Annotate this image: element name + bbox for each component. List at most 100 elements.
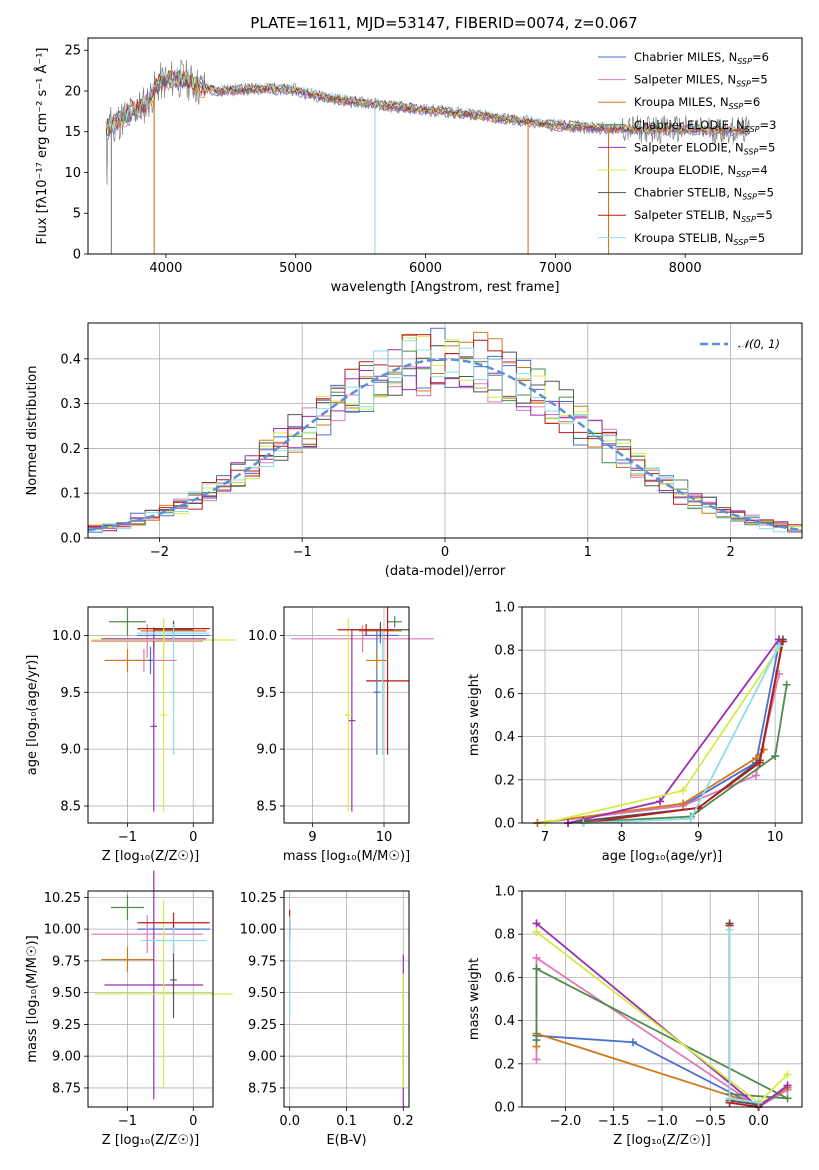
data-point bbox=[162, 993, 165, 995]
spectrum-ytick-label: 0 bbox=[73, 248, 81, 263]
residual-histogram-step bbox=[88, 335, 802, 528]
weight-point-marker bbox=[783, 1070, 792, 1079]
spectrum-ytick-label: 20 bbox=[64, 84, 81, 99]
age-vs-Z-ytick-label: 9.0 bbox=[60, 743, 81, 758]
weight-point-marker bbox=[774, 641, 783, 650]
weight-vs-age-xtick-label: 7 bbox=[541, 830, 549, 845]
weight-vs-Z-ylabel: mass weight bbox=[467, 958, 482, 1040]
data-point bbox=[381, 691, 384, 694]
data-point bbox=[126, 659, 129, 662]
mass-vs-ebv-xtick-label: 0.2 bbox=[393, 1114, 414, 1129]
mass-vs-ebv-ytick-label: 9.25 bbox=[248, 1018, 277, 1033]
weight-point-marker bbox=[532, 919, 541, 928]
age-vs-Z-xlabel: Z [log₁₀(Z/Z☉)] bbox=[102, 849, 199, 864]
data-point bbox=[365, 628, 367, 631]
weight-point-marker bbox=[751, 771, 760, 780]
mass-vs-Z-ytick-label: 10.25 bbox=[44, 891, 81, 906]
residual-hist-xtick-label: 0 bbox=[441, 545, 449, 560]
mass-vs-Z-ytick-label: 10.00 bbox=[44, 923, 81, 938]
age-vs-mass-xlabel: mass [log₁₀(M/M☉)] bbox=[283, 849, 410, 864]
spectrum-xtick-label: 4000 bbox=[149, 261, 182, 276]
age-vs-mass-ytick-label: 9.0 bbox=[256, 743, 277, 758]
weight-point-marker bbox=[778, 637, 787, 646]
data-point bbox=[126, 906, 129, 909]
weight-vs-age-ytick-label: 0.4 bbox=[494, 730, 515, 745]
mass-vs-ebv-ytick-label: 9.00 bbox=[248, 1050, 277, 1065]
age-vs-mass-xtick-label: 10 bbox=[376, 830, 393, 845]
mass-vs-Z-frame bbox=[87, 890, 214, 1108]
age-vs-mass-ytick-label: 8.5 bbox=[256, 799, 277, 814]
spectrum-xtick-label: 5000 bbox=[279, 261, 312, 276]
weight-vs-Z-ytick-label: 0.8 bbox=[494, 928, 515, 943]
mass-vs-ebv-ytick-label: 10.25 bbox=[240, 891, 277, 906]
legend-label: Chabrier MILES, NSSP=6 bbox=[634, 50, 769, 66]
legend-label: Kroupa MILES, NSSP=6 bbox=[634, 95, 760, 111]
spectrum-legend: Chabrier MILES, NSSP=6 Salpeter MILES, NS… bbox=[598, 50, 776, 247]
residual-hist-ytick-label: 0.4 bbox=[60, 352, 81, 367]
weight-point-marker bbox=[725, 1094, 734, 1103]
age-vs-mass-xtick-label: 9 bbox=[308, 830, 316, 845]
mass-vs-Z-xlabel: Z [log₁₀(Z/Z☉)] bbox=[102, 1133, 199, 1148]
weight-vs-age-ytick-label: 1.0 bbox=[494, 601, 515, 616]
weight-series-line bbox=[535, 967, 788, 1100]
spectrum-plot bbox=[105, 59, 750, 254]
weight-point-marker bbox=[656, 797, 665, 806]
residual-hist-xtick-label: 2 bbox=[726, 545, 734, 560]
data-point bbox=[351, 719, 353, 722]
gaussian-curve bbox=[87, 358, 803, 532]
weight-point-marker bbox=[686, 814, 695, 823]
data-point bbox=[288, 966, 291, 969]
data-point bbox=[376, 659, 378, 662]
weight-point-marker bbox=[679, 786, 688, 795]
residual-hist-ytick-label: 0.2 bbox=[60, 442, 81, 457]
mass-vs-ebv-ytick-label: 10.00 bbox=[240, 923, 277, 938]
weight-point-marker bbox=[679, 799, 688, 808]
mass-vs-ebv-ytick-label: 8.75 bbox=[248, 1081, 277, 1096]
mass-vs-Z-ytick-label: 9.50 bbox=[52, 986, 81, 1001]
mass-vs-Z-xtick-label: 0 bbox=[189, 1114, 197, 1129]
age-vs-mass-axes: 9 10 8.5 9.0 9.5 10.0 mass [log₁₀(M/M☉)] bbox=[248, 607, 434, 864]
legend-label: Kroupa STELIB, NSSP=5 bbox=[634, 231, 765, 247]
age-vs-Z-axes: −1 0 8.5 9.0 9.5 10.0 Z [log₁₀(Z/Z☉)] age [log₁… bbox=[25, 607, 237, 864]
spectrum-xtick-label: 8000 bbox=[669, 261, 702, 276]
weight-vs-Z-xtick-label: 0.0 bbox=[748, 1114, 769, 1129]
weight-point-marker bbox=[754, 1098, 763, 1107]
weight-vs-Z-ytick-label: 0.2 bbox=[494, 1057, 515, 1072]
residual-hist-ytick-label: 0.3 bbox=[60, 397, 81, 412]
spectrum-xtick-label: 7000 bbox=[539, 261, 572, 276]
data-point bbox=[361, 638, 364, 640]
weight-point-marker bbox=[532, 1036, 541, 1045]
legend-label: Salpeter ELODIE, NSSP=5 bbox=[634, 140, 775, 156]
age-vs-Z-frame bbox=[87, 606, 214, 824]
mass-vs-Z-ylabel: mass [log₁₀(M/M☉)] bbox=[25, 935, 40, 1062]
weight-vs-age-xtick-label: 9 bbox=[694, 830, 702, 845]
residual-hist-ytick-label: 0.0 bbox=[60, 532, 81, 547]
residual-hist-xtick-label: 1 bbox=[584, 545, 592, 560]
legend-label: Salpeter MILES, NSSP=5 bbox=[634, 73, 768, 89]
data-point bbox=[172, 979, 175, 981]
mass-vs-Z-ytick-label: 8.75 bbox=[52, 1081, 81, 1096]
legend-label: 𝒩(0, 1) bbox=[738, 337, 780, 351]
residual-hist-axes: −2 −1 0 1 2 0.0 0.1 0.2 0.3 0.4 (data-model)/error… bbox=[25, 323, 803, 579]
mass-vs-ebv-xtick-label: 0.1 bbox=[336, 1114, 357, 1129]
residual-hist-xlabel: (data-model)/error bbox=[385, 564, 506, 579]
data-point bbox=[376, 691, 378, 694]
spectrum-axes: 4000 5000 6000 7000 8000 0 5 10 15 20 25 wavelength… bbox=[34, 44, 750, 295]
legend-label: Chabrier ELODIE, NSSP=3 bbox=[634, 118, 776, 134]
weight-vs-age-xtick-label: 8 bbox=[618, 830, 626, 845]
spectrum-ylabel: Flux [fλ10⁻¹⁷ erg cm⁻² s⁻¹ Å⁻¹] bbox=[34, 48, 50, 245]
weight-vs-age-ytick-label: 0.6 bbox=[494, 687, 515, 702]
figure-title: PLATE=1611, MJD=53147, FIBERID=0074, z=0… bbox=[250, 14, 637, 32]
age-vs-Z-ytick-label: 10.0 bbox=[52, 629, 81, 644]
weight-vs-age-ytick-label: 0.8 bbox=[494, 644, 515, 659]
weight-vs-age-ytick-label: 0.2 bbox=[494, 773, 515, 788]
data-point bbox=[146, 933, 149, 935]
weight-vs-age-xtick-label: 10 bbox=[767, 830, 784, 845]
spectrum-frame bbox=[87, 37, 803, 255]
age-vs-Z-xtick-label: −1 bbox=[118, 830, 137, 845]
mass-vs-Z-axes: −1 0 8.75 9.00 9.25 9.50 9.75 10.00 10.25 Z [log₁… bbox=[25, 870, 233, 1148]
residual-hist-ylabel: Normed distribution bbox=[25, 366, 40, 496]
data-point bbox=[126, 620, 129, 623]
weight-vs-age-ylabel: mass weight bbox=[467, 674, 482, 756]
